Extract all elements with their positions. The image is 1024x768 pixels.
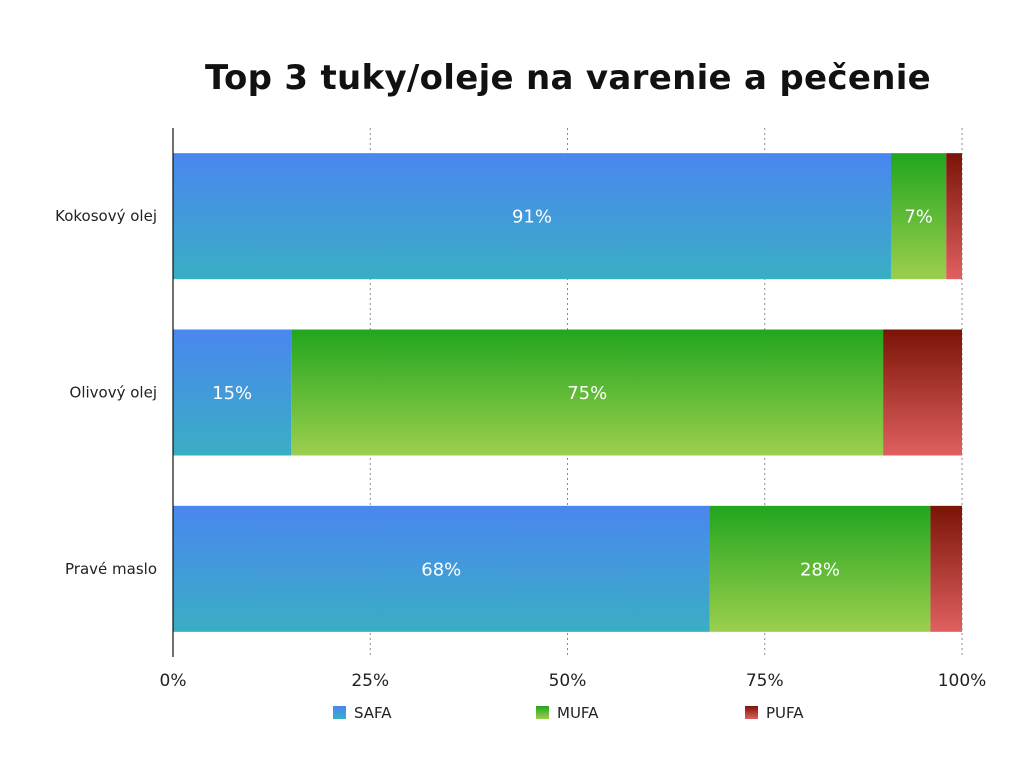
x-tick-label: 50%	[549, 671, 587, 691]
bar-segment-pufa-olivovy-olej	[883, 329, 962, 456]
bar-segment-mufa-kokosovy-olej	[890, 153, 947, 280]
value-label: 91%	[512, 207, 552, 228]
bar-segment-mufa-olivovy-olej	[291, 329, 884, 456]
category-label: Pravé maslo	[65, 560, 157, 578]
legend-label-mufa: MUFA	[557, 704, 599, 722]
labels: 0% 25% 50% 75% 100% 91% 7% Kokosový olej 15% 75% O…	[55, 207, 986, 691]
legend-label-safa: SAFA	[354, 704, 392, 722]
bar-segment-safa-kokosovy-olej	[173, 153, 891, 280]
value-label: 15%	[212, 383, 252, 404]
x-tick-label: 100%	[938, 671, 987, 691]
x-tick-label: 25%	[351, 671, 389, 691]
legend-label-pufa: PUFA	[766, 704, 804, 722]
bar-segment-safa-prave-maslo	[173, 505, 710, 632]
bar-segment-pufa-kokosovy-olej	[946, 153, 962, 280]
x-tick-label: 75%	[746, 671, 784, 691]
legend-swatch-safa	[333, 706, 346, 719]
value-label: 7%	[904, 207, 933, 228]
bar-segment-pufa-prave-maslo	[930, 505, 962, 632]
x-tick-label: 0%	[160, 671, 187, 691]
category-label: Kokosový olej	[55, 207, 157, 225]
value-label: 68%	[421, 559, 461, 580]
bar-segment-safa-olivovy-olej	[173, 329, 292, 456]
bar-segment-mufa-prave-maslo	[709, 505, 931, 632]
legend-swatch-mufa	[536, 706, 549, 719]
value-label: 75%	[567, 383, 607, 404]
bars	[173, 153, 962, 632]
category-label: Olivový olej	[70, 384, 157, 402]
legend-swatch-pufa	[745, 706, 758, 719]
value-label: 28%	[800, 559, 840, 580]
chart-title: Top 3 tuky/oleje na varenie a pečenie	[204, 58, 932, 98]
legend: SAFA MUFA PUFA	[333, 704, 804, 722]
